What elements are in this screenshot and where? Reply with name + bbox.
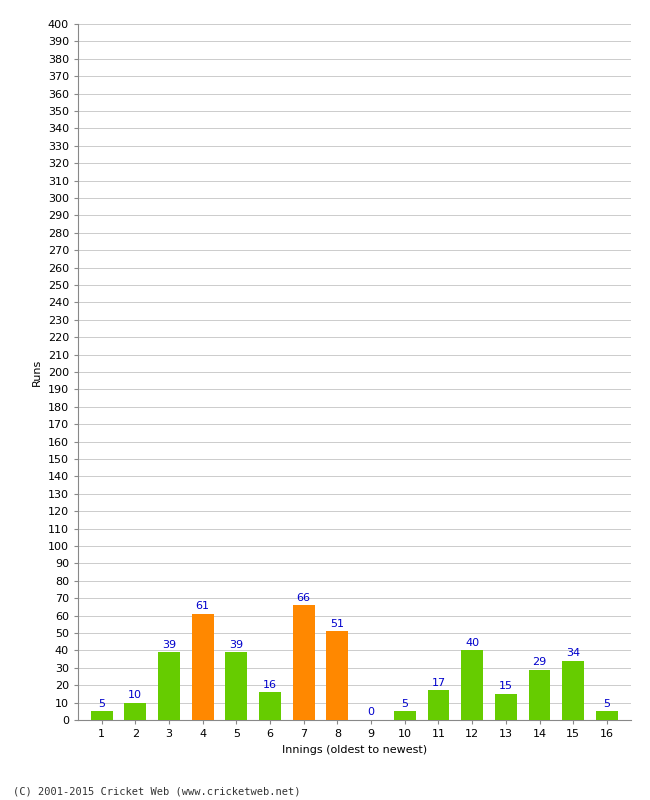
X-axis label: Innings (oldest to newest): Innings (oldest to newest) xyxy=(281,745,427,754)
Text: 10: 10 xyxy=(128,690,142,700)
Text: (C) 2001-2015 Cricket Web (www.cricketweb.net): (C) 2001-2015 Cricket Web (www.cricketwe… xyxy=(13,786,300,796)
Text: 5: 5 xyxy=(401,698,408,709)
Bar xyxy=(596,711,618,720)
Bar xyxy=(90,711,112,720)
Bar xyxy=(158,652,180,720)
Bar xyxy=(226,652,247,720)
Bar xyxy=(192,614,214,720)
Bar xyxy=(428,690,449,720)
Text: 16: 16 xyxy=(263,679,277,690)
Bar xyxy=(394,711,416,720)
Text: 34: 34 xyxy=(566,648,580,658)
Text: 15: 15 xyxy=(499,682,513,691)
Text: 5: 5 xyxy=(98,698,105,709)
Text: 66: 66 xyxy=(296,593,311,602)
Bar xyxy=(292,605,315,720)
Text: 61: 61 xyxy=(196,602,210,611)
Text: 5: 5 xyxy=(603,698,610,709)
Bar xyxy=(462,650,483,720)
Text: 39: 39 xyxy=(162,639,176,650)
Text: 40: 40 xyxy=(465,638,479,648)
Y-axis label: Runs: Runs xyxy=(32,358,42,386)
Text: 0: 0 xyxy=(368,707,374,718)
Bar xyxy=(259,692,281,720)
Bar xyxy=(495,694,517,720)
Bar xyxy=(326,631,348,720)
Text: 29: 29 xyxy=(532,657,547,667)
Text: 17: 17 xyxy=(432,678,445,688)
Text: 51: 51 xyxy=(330,618,344,629)
Bar xyxy=(528,670,551,720)
Bar xyxy=(124,702,146,720)
Bar xyxy=(562,661,584,720)
Text: 39: 39 xyxy=(229,639,243,650)
